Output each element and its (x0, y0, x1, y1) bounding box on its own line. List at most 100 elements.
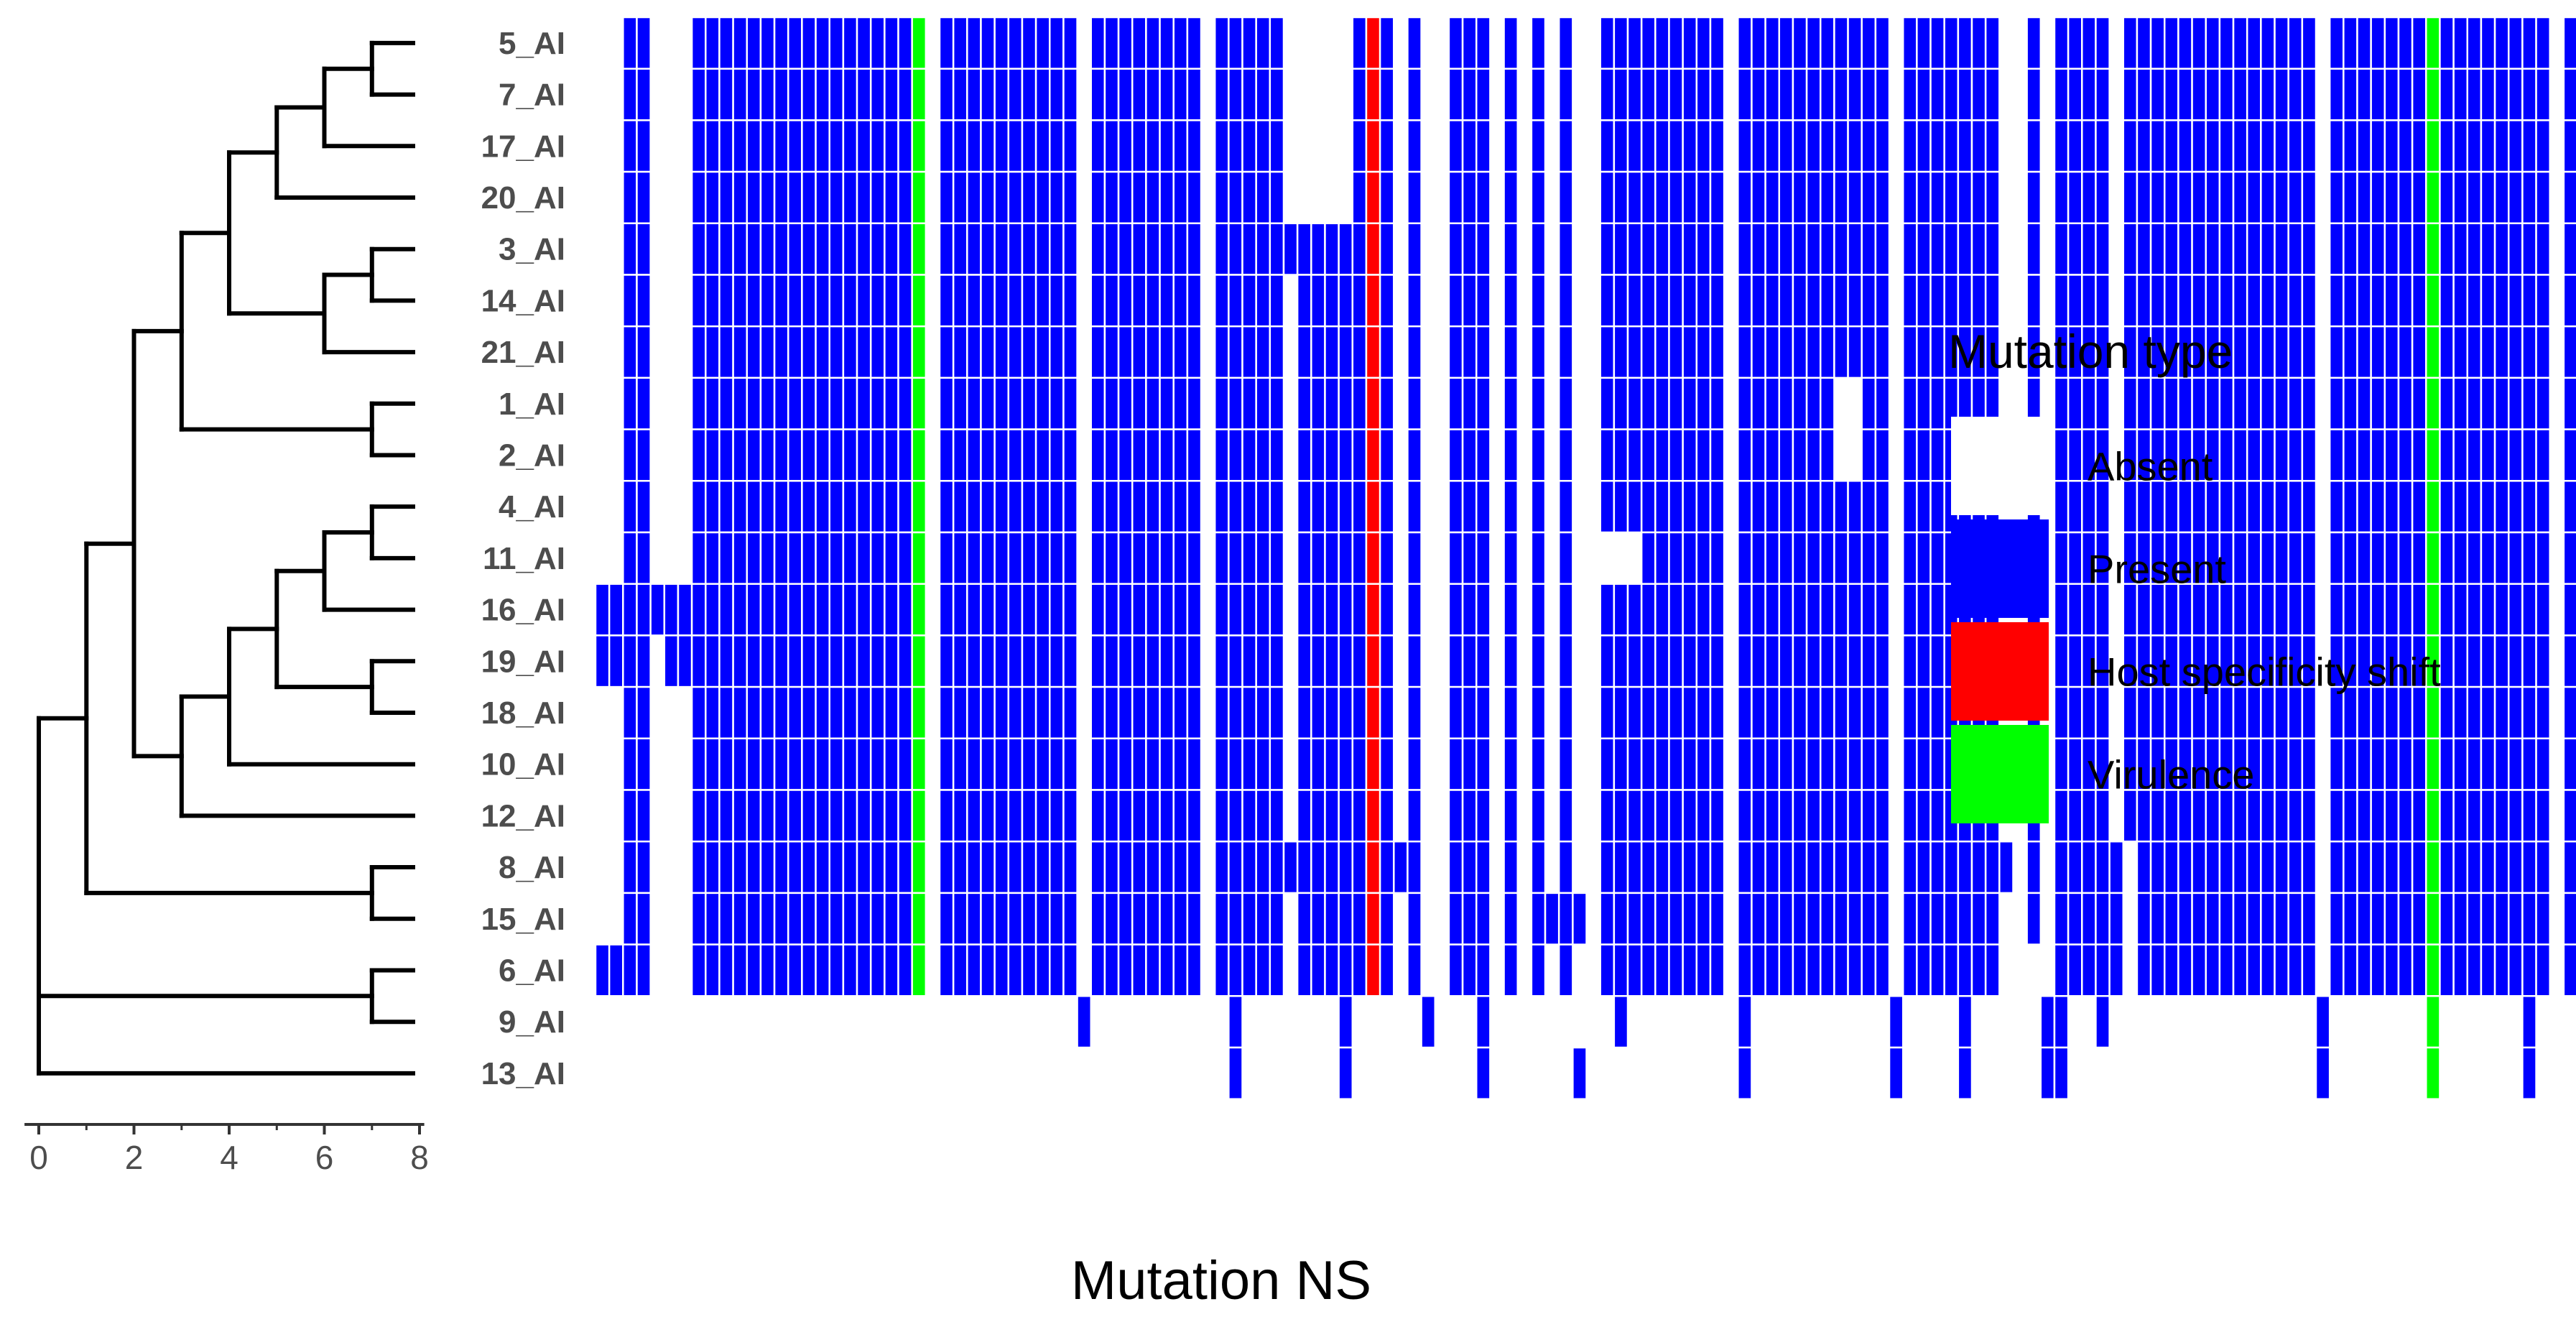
cell-present (1916, 16, 1932, 70)
cell-present (2343, 170, 2358, 225)
cell-present (1557, 376, 1574, 430)
cell-present (718, 222, 734, 276)
cell-present (1626, 685, 1643, 740)
cell-present (787, 68, 803, 121)
cell-present (2274, 480, 2289, 534)
cell-present (746, 583, 762, 637)
cell-present (1213, 325, 1230, 379)
cell-present (2397, 480, 2414, 534)
cell-present (2343, 480, 2358, 534)
cell-present (1351, 789, 1368, 843)
cell-present (1668, 376, 1684, 430)
cell-present (1228, 892, 1243, 946)
cell-present (2260, 325, 2276, 379)
cell-present (2562, 68, 2576, 121)
cell-present (1351, 68, 1368, 121)
cell-present (759, 685, 776, 740)
cell-present (2026, 68, 2042, 121)
cell-present (1778, 222, 1794, 276)
cell-present (2274, 376, 2289, 430)
cell-present (828, 583, 845, 637)
cell-virulence (2425, 222, 2441, 276)
cell-present (1530, 531, 1547, 585)
cell-present (2383, 274, 2400, 328)
cell-present (1764, 274, 1781, 328)
cell-present (1668, 892, 1684, 946)
cell-present (1874, 274, 1891, 328)
cell-present (2232, 480, 2248, 534)
cell-present (2480, 170, 2496, 225)
cell-present (1530, 170, 1547, 225)
cell-present (1901, 685, 1918, 740)
cell-present (1241, 222, 1257, 276)
cell-present (938, 583, 955, 637)
cell-present (1296, 685, 1312, 740)
cell-present (1682, 68, 1698, 121)
cell-present (1159, 68, 1175, 121)
cell-present (1407, 170, 1422, 225)
cell-present (2191, 274, 2207, 328)
cell-present (1861, 119, 1877, 173)
cell-present (2328, 119, 2345, 173)
cell-present (1778, 274, 1794, 328)
cell-present (1228, 170, 1243, 225)
cell-present (2370, 170, 2386, 225)
cell-present (1186, 376, 1203, 430)
cell-present (1241, 840, 1257, 895)
cell-present (718, 583, 734, 637)
cell-present (2493, 428, 2510, 482)
cell-present (1447, 274, 1464, 328)
cell-present (1159, 943, 1175, 997)
cell-present (1530, 119, 1547, 173)
cell-present (1172, 376, 1189, 430)
cell-present (1296, 840, 1312, 895)
cell-present (1847, 68, 1863, 121)
cell-present (2466, 376, 2483, 430)
cell-present (1599, 737, 1616, 791)
cell-present (1764, 68, 1781, 121)
cell-present (1792, 634, 1808, 688)
cell-virulence (911, 170, 927, 225)
cell-present (938, 943, 955, 997)
cell-present (1007, 943, 1024, 997)
cell-present (2356, 737, 2372, 791)
cell-present (1943, 943, 1960, 997)
cell-present (705, 274, 721, 328)
cell-present (1021, 68, 1037, 121)
legend-title: Mutation type (1948, 325, 2233, 378)
cell-present (1916, 376, 1932, 430)
cell-present (1916, 325, 1932, 379)
cell-present (622, 685, 638, 740)
axis-tick-label: 2 (125, 1139, 144, 1176)
cell-present (1626, 428, 1643, 482)
cell-present (980, 634, 996, 688)
cell-present (2562, 376, 2576, 430)
cell-present (966, 274, 982, 328)
cell-present (2521, 943, 2537, 997)
cell-present (1090, 840, 1106, 895)
cell-present (1847, 119, 1863, 173)
cell-present (1103, 222, 1120, 276)
cell-present (1213, 531, 1230, 585)
cell-present (2163, 943, 2179, 997)
cell-present (842, 274, 858, 328)
cell-present (2260, 840, 2276, 895)
cell-present (1379, 840, 1395, 895)
cell-present (1117, 325, 1134, 379)
cell-present (1530, 685, 1547, 740)
cell-present (1916, 583, 1932, 637)
cell-present (690, 531, 707, 585)
cell-present (897, 737, 913, 791)
cell-present (1861, 943, 1877, 997)
cell-present (1599, 943, 1616, 997)
cell-present (1310, 685, 1326, 740)
cell-present (993, 376, 1010, 430)
cell-present (1103, 376, 1120, 430)
cell-present (773, 634, 789, 688)
cell-present (1241, 634, 1257, 688)
cell-present (1379, 170, 1395, 225)
cell-present (746, 222, 762, 276)
cell-virulence (2425, 170, 2441, 225)
cell-present (773, 943, 789, 997)
cell-present (2205, 685, 2221, 740)
